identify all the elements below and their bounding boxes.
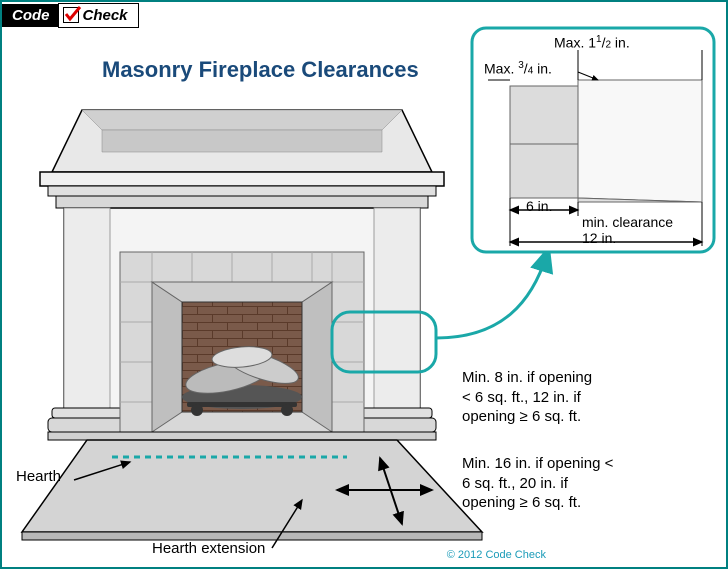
detail-top-max: Max. 11/2 in. [554, 34, 630, 51]
hearth-slab [48, 432, 436, 440]
detail-six-in: 6 in. [526, 198, 552, 214]
hearth-ext-label: Hearth extension [152, 540, 265, 557]
front-clearance-rule: Min. 16 in. if opening < 6 sq. ft., 20 i… [462, 454, 722, 513]
mantel-shelf [40, 172, 444, 186]
callout-arrow [436, 254, 547, 338]
copyright: © 2012 Code Check [447, 549, 546, 561]
side-clearance-rule: Min. 8 in. if opening < 6 sq. ft., 12 in… [462, 368, 712, 427]
detail-twelve-in: 12 in. [582, 230, 616, 246]
detail-min-clear: min. clearance [582, 214, 673, 230]
detail-side-max: Max. 3/4 in. [484, 60, 552, 77]
hearth-extension [22, 440, 482, 532]
hearth-label: Hearth [16, 468, 61, 485]
